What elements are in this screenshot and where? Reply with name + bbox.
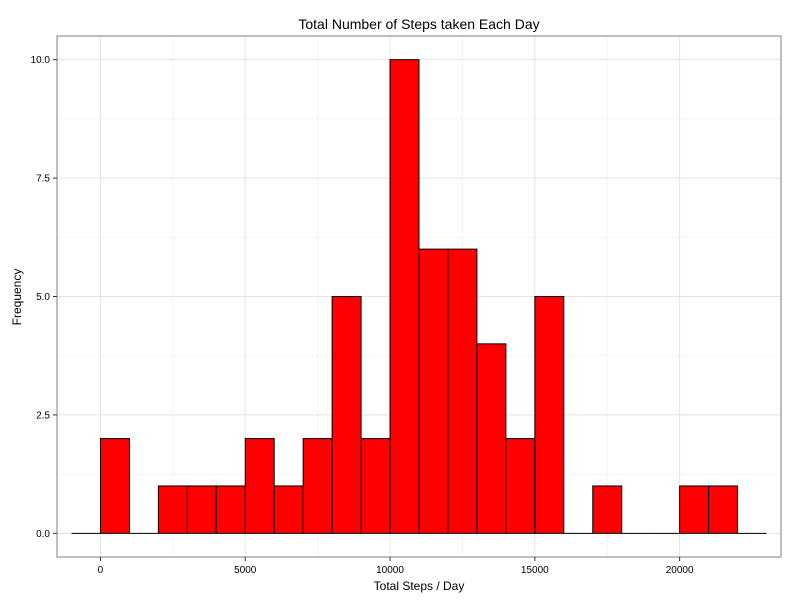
x-axis-title: Total Steps / Day: [374, 579, 465, 593]
histogram-bar: [476, 343, 507, 534]
histogram-bar: [273, 485, 304, 534]
histogram-bar: [679, 485, 710, 534]
histogram-bar: [360, 438, 391, 534]
x-tick-label: 20000: [666, 565, 694, 576]
x-tick-label: 0: [98, 565, 104, 576]
x-tick-label: 10000: [376, 565, 404, 576]
histogram-bar: [389, 59, 420, 534]
histogram-bar: [215, 485, 246, 534]
histogram-bar: [505, 438, 536, 534]
y-tick-label: 10.0: [31, 55, 51, 66]
histogram-bar: [244, 438, 275, 534]
histogram-bar: [708, 485, 739, 534]
y-tick-label: 5.0: [36, 292, 50, 303]
histogram-bar: [592, 485, 623, 534]
x-tick-label: 15000: [521, 565, 549, 576]
histogram-bar: [186, 485, 217, 534]
histogram-bars: [71, 59, 767, 534]
axis-ticks: 0 5000 10000 15000 20000 0.0 2.5 5.0 7.5 10.0: [31, 55, 694, 576]
histogram-bar: [302, 438, 333, 534]
y-tick-label: 2.5: [36, 410, 50, 421]
histogram-bar: [534, 296, 565, 534]
y-tick-label: 0.0: [36, 529, 50, 540]
histogram-bar: [418, 248, 449, 534]
chart-title: Total Number of Steps taken Each Day: [298, 16, 539, 32]
histogram-bar: [331, 296, 362, 534]
y-tick-label: 7.5: [36, 174, 50, 185]
x-tick-label: 5000: [234, 565, 257, 576]
histogram-bar: [157, 485, 188, 534]
histogram-bar: [99, 438, 130, 534]
y-axis-title: Frequency: [10, 269, 24, 326]
histogram-bar: [447, 248, 478, 534]
